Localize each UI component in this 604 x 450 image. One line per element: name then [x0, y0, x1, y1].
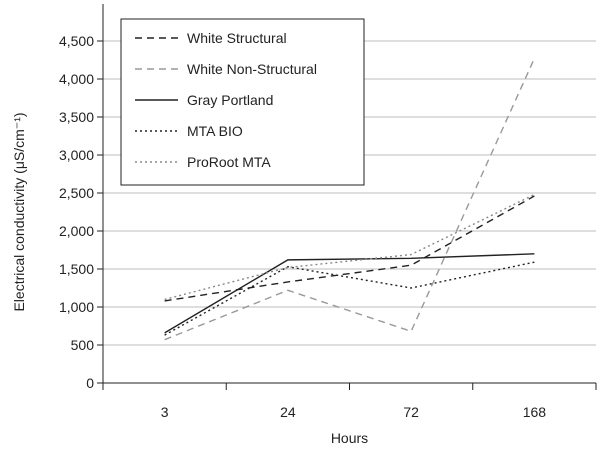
- y-tick-label: 4,500: [59, 33, 94, 49]
- y-tick-label: 2,000: [59, 223, 94, 239]
- series-line-2: [164, 253, 535, 334]
- x-tick-label: 3: [161, 404, 169, 420]
- series-line-4: [164, 193, 535, 301]
- y-tick-label: 0: [86, 375, 94, 391]
- legend-box: [120, 18, 365, 186]
- legend-label: MTA BIO: [187, 123, 243, 139]
- y-tick-label: 2,500: [59, 185, 94, 201]
- y-axis-title: Electrical conductivity (μS/cm⁻¹): [11, 112, 27, 311]
- legend-label: ProRoot MTA: [187, 154, 271, 170]
- y-tick-label: 500: [71, 337, 95, 353]
- legend-label: Gray Portland: [187, 92, 273, 108]
- x-axis-title: Hours: [331, 430, 368, 446]
- series-line-0: [164, 195, 535, 302]
- y-axis-ticks: 0 500 1,000 1,500 2,000 2,500 3,000 3,500 4,000 4…: [59, 33, 103, 391]
- x-tick-label: 24: [280, 404, 296, 420]
- x-tick-label: 72: [403, 404, 419, 420]
- legend: White Structural White Non-Structural Gray…: [120, 18, 365, 186]
- y-tick-label: 1,500: [59, 261, 94, 277]
- y-tick-label: 3,000: [59, 147, 94, 163]
- x-tick-label: 168: [523, 404, 547, 420]
- x-axis-ticks: 3 24 72 168: [102, 383, 597, 420]
- y-tick-label: 3,500: [59, 109, 94, 125]
- y-tick-label: 1,000: [59, 299, 94, 315]
- legend-label: White Structural: [187, 30, 287, 46]
- series-line-1: [164, 58, 536, 341]
- series-line-3: [164, 261, 535, 336]
- y-tick-label: 4,000: [59, 71, 94, 87]
- legend-label: White Non-Structural: [187, 61, 317, 77]
- data-series: [164, 58, 536, 341]
